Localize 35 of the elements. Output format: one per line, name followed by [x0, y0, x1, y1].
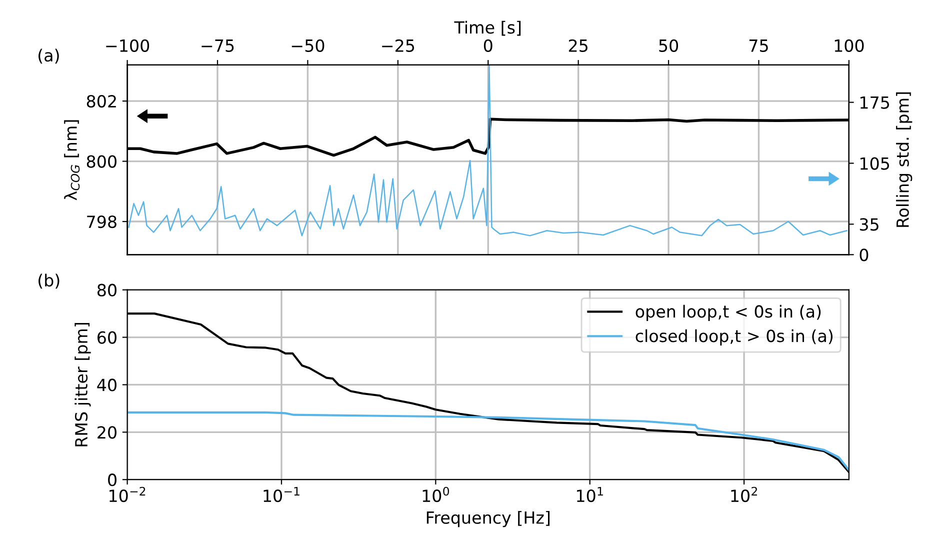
y2-tick-label: 175: [860, 96, 890, 109]
y2-tick-label: 105: [860, 157, 890, 170]
x-tick-label: −50: [292, 39, 324, 52]
x-tick-label: 50: [659, 39, 678, 52]
x-tick-label: 75: [750, 40, 768, 52]
y-tick-label: 20: [98, 426, 116, 439]
x-tick-label: 10$^{2}$: [731, 486, 758, 502]
y-tick-label: 80: [97, 284, 116, 296]
x-axis-title: Frequency [Hz]: [426, 511, 550, 528]
legend-label: open loop,t < 0s in (a): [636, 304, 821, 321]
x-tick-label: 0: [484, 39, 492, 52]
x-tick-label: −75: [202, 40, 234, 52]
y-tick-label: 60: [98, 331, 116, 344]
x-tick-label: 10$^{0}$: [422, 486, 450, 502]
x-tick-label: −100: [106, 39, 150, 52]
x-tick-label: 25: [568, 39, 588, 52]
y-tick-label: 800: [86, 155, 116, 168]
x-tick-label: −25: [382, 39, 414, 52]
y-axis-title: RMS jitter [pm]: [74, 322, 91, 446]
y2-tick-label: 35: [860, 218, 878, 231]
x-axis-title: Time [s]: [454, 20, 521, 36]
y2-tick-label: 0: [860, 248, 868, 262]
y-axis-title: λ$_{COG}$ [nm]: [64, 120, 80, 200]
x-tick-label: 10$^{1}$: [577, 486, 603, 502]
legend-label: closed loop,t > 0s in (a): [636, 329, 833, 346]
x-tick-label: 100: [834, 39, 864, 52]
y-tick-label: 40: [97, 378, 116, 392]
text: (a): [38, 48, 59, 64]
x-tick-label: 10$^{−1}$: [264, 486, 300, 502]
y2-axis-title: Rolling std. [pm]: [896, 92, 912, 227]
y-tick-label: 802: [86, 95, 116, 108]
x-tick-label: 10$^{−2}$: [110, 486, 146, 502]
y-tick-label: 0: [108, 474, 116, 486]
text: (b): [38, 274, 60, 289]
y-tick-label: 798: [87, 215, 116, 228]
